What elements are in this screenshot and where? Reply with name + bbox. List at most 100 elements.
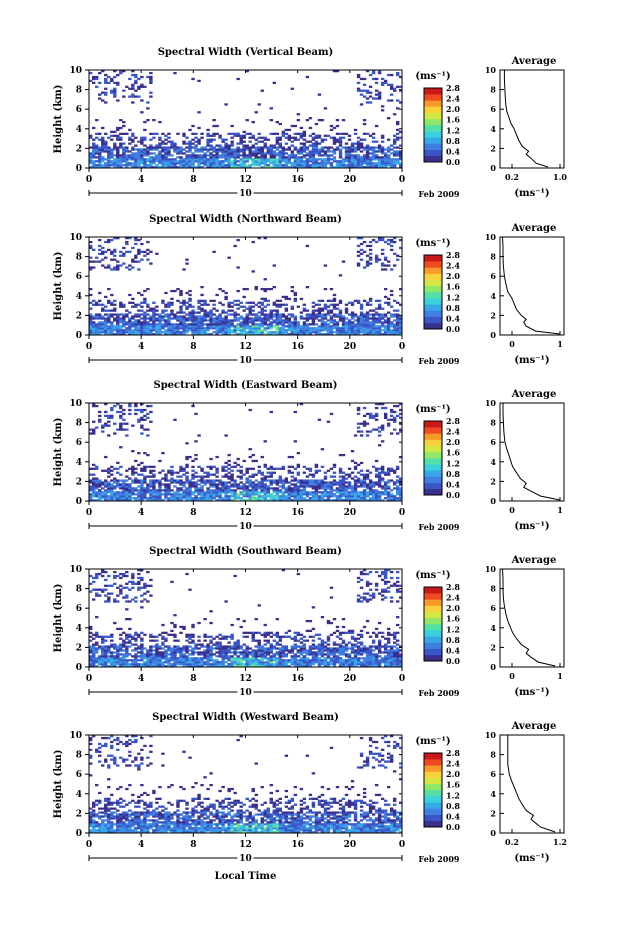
heatmap-cell <box>311 164 316 167</box>
heatmap-cell <box>146 107 150 110</box>
heatmap-cell <box>251 160 255 163</box>
heatmap-cell <box>260 158 264 161</box>
heatmap-cell <box>110 164 114 167</box>
heatmap-cell <box>260 150 264 153</box>
heatmap-cell <box>362 83 367 86</box>
heatmap-cell <box>269 154 273 157</box>
heatmap-cell <box>344 329 349 332</box>
heatmap-cell <box>365 89 370 92</box>
heatmap-cell <box>140 665 144 668</box>
heatmap-cell <box>155 657 159 660</box>
heatmap-cell <box>281 156 286 159</box>
heatmap-cell <box>362 477 367 480</box>
heatmap-cell <box>389 268 394 271</box>
heatmap-cell <box>200 321 204 324</box>
heatmap-cell <box>269 146 273 149</box>
heatmap-cell <box>107 489 111 492</box>
heatmap-cell <box>149 499 153 502</box>
heatmap-cell <box>272 319 276 322</box>
heatmap-cell <box>341 319 346 322</box>
heatmap-cell <box>302 481 307 484</box>
heatmap-cell <box>356 146 361 149</box>
heatmap-cell <box>395 333 400 336</box>
avg-y-tick-label: 0 <box>490 496 496 506</box>
heatmap-cell <box>299 485 304 488</box>
heatmap-cell <box>125 596 129 599</box>
heatmap-cell <box>203 303 207 306</box>
heatmap-cell <box>353 156 358 159</box>
heatmap-cell <box>98 148 102 151</box>
heatmap-cell <box>368 479 373 482</box>
heatmap-cell <box>131 246 135 250</box>
heatmap-cell <box>290 152 295 155</box>
heatmap-cell <box>212 299 216 302</box>
heatmap-cell <box>146 661 150 664</box>
heatmap-cell <box>149 331 153 334</box>
heatmap-cell <box>134 499 138 502</box>
heatmap-cell <box>329 303 334 306</box>
heatmap-cell <box>191 465 195 468</box>
heatmap-cell <box>131 325 135 328</box>
heatmap-cell <box>140 166 144 169</box>
heatmap-cell <box>236 266 240 269</box>
heatmap-cell <box>392 87 397 90</box>
heatmap-cell <box>332 321 337 324</box>
heatmap-cell <box>95 665 99 668</box>
heatmap-cell <box>260 89 264 92</box>
heatmap-cell <box>254 331 258 334</box>
heatmap-cell <box>92 637 96 640</box>
heatmap-cell <box>143 477 147 480</box>
heatmap-cell <box>281 499 286 502</box>
y-tick-label: 0 <box>76 497 82 507</box>
heatmap-cell <box>389 305 394 308</box>
heatmap-cell <box>395 499 400 502</box>
heatmap-cell <box>194 156 198 159</box>
heatmap-cell <box>221 469 225 472</box>
heatmap-cell <box>260 323 264 326</box>
heatmap-cell <box>191 404 195 408</box>
heatmap-cell <box>374 311 379 314</box>
heatmap-cell <box>161 493 165 496</box>
heatmap-cell <box>323 491 328 494</box>
heatmap-cell <box>131 487 135 490</box>
heatmap-cell <box>122 645 126 648</box>
heatmap-cell <box>134 237 138 240</box>
heatmap-cell <box>335 331 340 334</box>
heatmap-cell <box>176 327 180 330</box>
heatmap-cell <box>128 639 132 642</box>
heatmap-cell <box>212 479 216 482</box>
heatmap-cell <box>257 162 261 165</box>
heatmap-cell <box>254 489 258 492</box>
heatmap-cell <box>287 128 292 132</box>
heatmap-cell <box>362 313 367 316</box>
heatmap-cell <box>236 483 240 486</box>
heatmap-cell <box>149 649 153 652</box>
heatmap-cell <box>212 485 216 488</box>
heatmap-cell <box>206 475 210 478</box>
heatmap-cell <box>314 144 319 147</box>
heatmap-cell <box>374 260 379 263</box>
heatmap-cell <box>161 657 165 660</box>
heatmap-cell <box>314 146 319 149</box>
heatmap-cell <box>95 313 99 316</box>
heatmap-cell <box>374 491 379 494</box>
heatmap-cell <box>104 483 108 486</box>
heatmap-cell <box>323 489 328 492</box>
heatmap-cell <box>251 146 255 149</box>
heatmap-cell <box>116 491 120 494</box>
heatmap-cell <box>341 479 346 482</box>
heatmap-cell <box>179 307 183 310</box>
heatmap-cell <box>200 327 204 330</box>
heatmap-cell <box>347 164 352 167</box>
heatmap-cell <box>122 639 126 642</box>
heatmap-cell <box>314 495 319 498</box>
heatmap-cell <box>104 323 108 326</box>
heatmap-cell <box>299 132 304 135</box>
heatmap-cell <box>188 489 192 492</box>
heatmap-cell <box>161 452 165 455</box>
heatmap-cell <box>269 479 273 482</box>
heatmap-cell <box>359 495 364 498</box>
heatmap-cell <box>233 166 237 169</box>
heatmap-cell <box>398 317 403 320</box>
heatmap-cell <box>146 600 150 603</box>
